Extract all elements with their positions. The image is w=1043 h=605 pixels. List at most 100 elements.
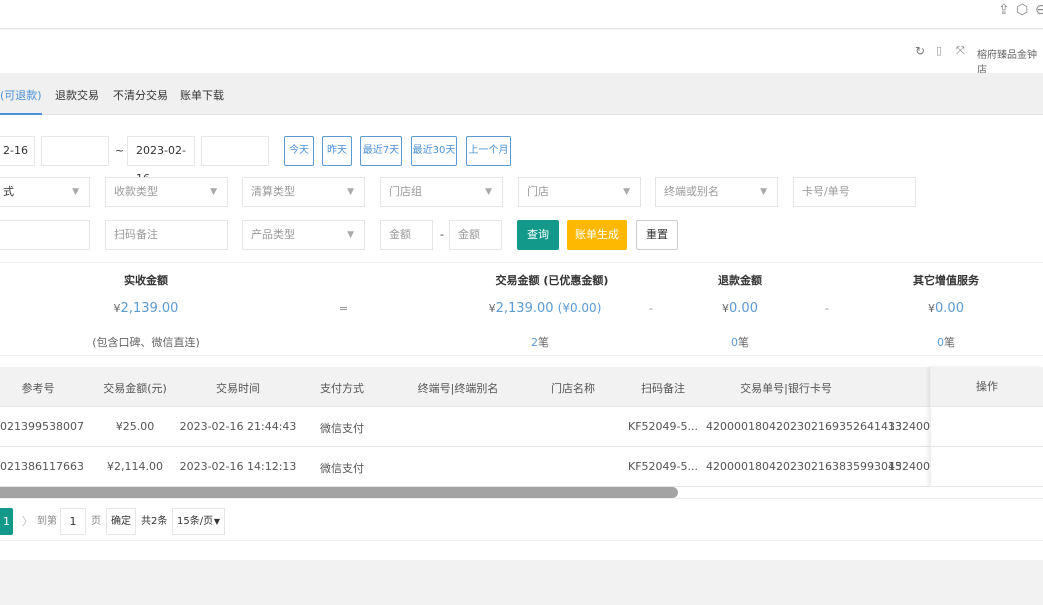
cell-ref: 021386117663 [0, 460, 84, 473]
reset-button[interactable]: 重置 [636, 220, 678, 250]
last-month-button[interactable]: 上一个月 [466, 136, 511, 166]
fullscreen-icon[interactable]: ⤧ [956, 44, 965, 57]
cell-amount: ¥2,114.00 [107, 460, 163, 473]
start-date-input[interactable]: 2-16 [0, 136, 35, 166]
refund-amount: ¥0.00 [722, 301, 758, 316]
other-count: 0笔 [937, 336, 955, 349]
caret-down-icon: ▼ [623, 187, 630, 197]
page-input[interactable]: 1 [60, 508, 86, 535]
terminal-select[interactable]: 终端或别名 ▼ [655, 177, 778, 207]
page-label: 页 [91, 516, 101, 527]
refresh-icon[interactable]: ↻ [915, 44, 926, 58]
trash-icon[interactable]: ▯ [936, 44, 943, 57]
page-1-button[interactable]: 1 [0, 508, 13, 535]
amount-max-input[interactable]: 金额 [449, 220, 502, 250]
trade-count: 2笔 [531, 336, 549, 349]
select-placeholder: 收款类型 [114, 185, 158, 198]
query-button[interactable]: 查询 [517, 220, 559, 250]
last-7-days-button[interactable]: 最近7天 [360, 136, 402, 166]
tab-bill-download[interactable]: 账单下载 [180, 89, 224, 102]
cell-trade-no: 4200001804202302163835993045 [706, 460, 902, 473]
col-amount: 交易金额(元) [103, 382, 167, 395]
store-group-select[interactable]: 门店组 ▼ [380, 177, 503, 207]
col-terminal: 终端号|终端别名 [417, 382, 499, 395]
select-placeholder: 门店 [527, 185, 549, 198]
summary-panel [0, 262, 1043, 356]
last-30-days-button[interactable]: 最近30天 [411, 136, 457, 166]
today-button[interactable]: 今天 [284, 136, 314, 166]
cell-pay-method: 微信支付 [320, 422, 364, 435]
cell-time: 2023-02-16 14:12:13 [179, 460, 297, 473]
col-ref: 参考号 [21, 382, 55, 395]
caret-down-icon: ▼ [485, 187, 492, 197]
end-date-input[interactable]: 2023-02-16 [127, 136, 195, 185]
operation-column: 操作 [930, 367, 1043, 487]
table-header: 参考号 交易金额(元) 交易时间 支付方式 终端号|终端别名 门店名称 扫码备注… [0, 367, 1043, 407]
user-icon[interactable]: ⊖ [1035, 2, 1043, 18]
goto-label: 到第 [37, 516, 57, 527]
col-time: 交易时间 [216, 382, 260, 395]
start-time-input[interactable] [41, 136, 109, 166]
tab-bar [0, 73, 1043, 115]
amount-dash: - [440, 228, 444, 241]
trade-amount: ¥2,139.00 (¥0.00) [488, 301, 602, 316]
table-row: 021399538007 ¥25.00 2023-02-16 21:44:43 … [0, 407, 1043, 447]
refund-title: 退款金额 [718, 274, 762, 287]
cell-trade-no: 4200001804202302169352641433 [706, 420, 902, 433]
table-row: 021386117663 ¥2,114.00 2023-02-16 14:12:… [0, 447, 1043, 487]
amount-min-input[interactable]: 金额 [380, 220, 433, 250]
payment-method-select[interactable]: 式 ▼ [0, 177, 90, 207]
received-amount: ¥2,139.00 [113, 301, 179, 316]
tab-unsettled-trades[interactable]: 不清分交易 [113, 89, 168, 102]
minus-sign: - [649, 302, 653, 315]
card-number-input[interactable]: 卡号/单号 [793, 177, 916, 207]
col-scan-note: 扫码备注 [641, 382, 685, 395]
divider [0, 540, 1043, 541]
collection-type-select[interactable]: 收款类型 ▼ [105, 177, 228, 207]
tab-refundable[interactable]: (可退款) [0, 87, 42, 115]
generate-bill-button[interactable]: 账单生成 [567, 220, 627, 250]
operation-cell [931, 407, 1043, 447]
settlement-type-select[interactable]: 清算类型 ▼ [242, 177, 365, 207]
select-value: 式 [3, 185, 14, 198]
other-amount: ¥0.00 [928, 301, 964, 316]
scan-note-input[interactable]: 扫码备注 [105, 220, 228, 250]
caret-down-icon: ▼ [72, 187, 79, 197]
total-count: 共2条 [141, 516, 168, 527]
caret-down-icon: ▼ [347, 230, 354, 240]
cell-pay-method: 微信支付 [320, 462, 364, 475]
cell-time: 2023-02-16 21:44:43 [179, 420, 297, 433]
select-placeholder: 门店组 [389, 185, 422, 198]
col-trade-no: 交易单号|银行卡号 [740, 382, 832, 395]
tab-refund-trades[interactable]: 退款交易 [55, 89, 99, 102]
minus-sign: - [825, 302, 829, 315]
confirm-page-button[interactable]: 确定 [106, 508, 136, 535]
cell-amount: ¥25.00 [115, 420, 155, 433]
caret-down-icon: ▼ [347, 187, 354, 197]
share-icon[interactable]: ⇪ [998, 2, 1010, 18]
select-placeholder: 终端或别名 [664, 185, 719, 198]
horizontal-scrollbar[interactable] [0, 487, 1043, 499]
cube-icon[interactable]: ⬡ [1016, 2, 1029, 18]
page-size-select[interactable]: 15条/页 ▼ [172, 508, 225, 535]
other-title: 其它增值服务 [913, 274, 979, 287]
col-operation: 操作 [931, 367, 1043, 407]
product-type-select[interactable]: 产品类型 ▼ [242, 220, 365, 250]
filter-input[interactable] [0, 220, 90, 250]
yesterday-button[interactable]: 昨天 [322, 136, 352, 166]
refund-count: 0笔 [731, 336, 749, 349]
next-page-icon[interactable]: 〉 [22, 515, 33, 528]
caret-down-icon: ▼ [760, 187, 767, 197]
equals-sign: = [339, 302, 349, 315]
col-pay-method: 支付方式 [320, 382, 364, 395]
cell-scan-note: KF52049-5... [628, 420, 698, 433]
scrollbar-thumb[interactable] [0, 487, 678, 498]
store-select[interactable]: 门店 ▼ [518, 177, 641, 207]
end-time-input[interactable] [201, 136, 269, 166]
store-name: 榕府臻品金钟店 [977, 50, 1037, 76]
range-tilde: ~ [115, 144, 125, 157]
received-title: 实收金额 [124, 274, 168, 287]
cell-scan-note: KF52049-5... [628, 460, 698, 473]
trade-title: 交易金额 (已优惠金额) [495, 274, 609, 287]
caret-down-icon: ▼ [213, 517, 220, 526]
